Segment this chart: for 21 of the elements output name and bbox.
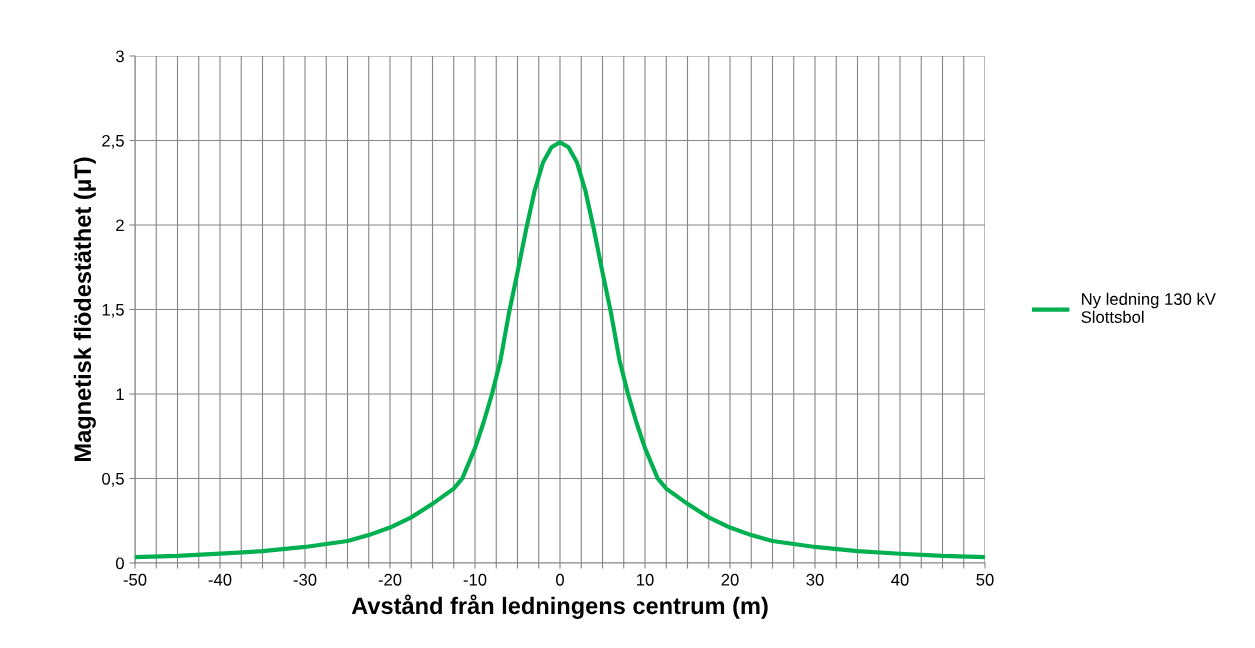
legend-label: Ny ledning 130 kV Slottsbol	[1081, 292, 1216, 323]
x-tick-label: -20	[378, 573, 402, 586]
x-tick-label: 10	[637, 573, 654, 586]
x-tick-label: 30	[806, 573, 824, 586]
y-tick-label: 0	[115, 557, 124, 570]
y-tick-label: 1,5	[102, 304, 124, 318]
x-tick-label: 40	[891, 573, 909, 586]
x-axis-title: Avstånd från ledningens centrum (m)	[351, 594, 768, 619]
y-tick-label: 3	[115, 50, 124, 63]
x-tick-label: -30	[293, 573, 317, 586]
x-tick-label: -10	[463, 573, 487, 586]
x-tick-label: -40	[208, 573, 232, 586]
y-tick-label: 2,5	[102, 134, 124, 149]
y-tick-label: 0,5	[102, 472, 124, 487]
x-tick-label: 50	[976, 573, 994, 586]
y-tick-label: 1	[116, 388, 124, 401]
x-tick-label: 20	[721, 573, 739, 586]
y-tick-label: 2	[116, 219, 124, 232]
y-axis-title: Magnetisk flödestäthet (µT)	[73, 157, 96, 461]
x-tick-label: 0	[556, 573, 564, 586]
x-tick-label: -50	[123, 573, 147, 586]
